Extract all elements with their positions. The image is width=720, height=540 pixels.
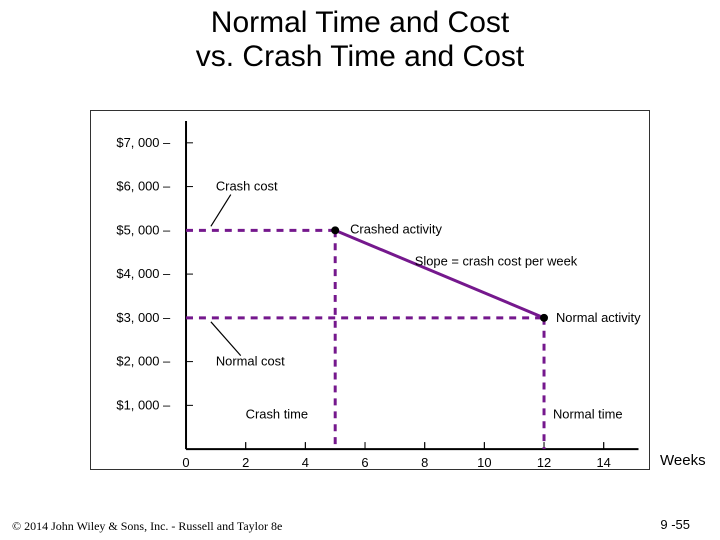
slope-line [335, 230, 544, 318]
y-tick-label: $7, 000 – [116, 135, 171, 150]
normal-time-label: Normal time [553, 406, 623, 421]
chart-frame: $1, 000 – $2, 000 – $3, 000 – $4, 000 – $5, … [90, 110, 650, 470]
page-number: 9 -55 [660, 517, 690, 532]
x-tick-label: 6 [361, 455, 368, 469]
crashed-activity-point [331, 226, 339, 234]
crash-cost-label: Crash cost [216, 179, 278, 194]
y-tick-label: $5, 000 – [116, 222, 171, 237]
x-tick-label: 8 [421, 455, 428, 469]
crash-time-label: Crash time [246, 406, 308, 421]
x-tick-label: 4 [302, 455, 309, 469]
normal-activity-label: Normal activity [556, 310, 641, 325]
normal-cost-leader [211, 322, 241, 356]
x-tick-label: 12 [537, 455, 551, 469]
y-tick-label: $3, 000 – [116, 310, 171, 325]
y-tick-label: $1, 000 – [116, 397, 171, 412]
y-tick-label: $4, 000 – [116, 266, 171, 281]
crash-cost-leader [211, 195, 231, 227]
chart-svg: $1, 000 – $2, 000 – $3, 000 – $4, 000 – $5, … [91, 111, 649, 469]
slide-title: Normal Time and Cost vs. Crash Time and … [0, 6, 720, 74]
normal-activity-point [540, 314, 548, 322]
y-tick-label: $2, 000 – [116, 354, 171, 369]
y-tick-label: $6, 000 – [116, 179, 171, 194]
copyright-text: © 2014 John Wiley & Sons, Inc. - Russell… [12, 519, 282, 534]
x-tick-label: 14 [597, 455, 611, 469]
title-line-1: Normal Time and Cost [211, 6, 509, 39]
x-tick-label: 10 [477, 455, 491, 469]
x-tick-label: 0 [182, 455, 189, 469]
x-tick-label: 2 [242, 455, 249, 469]
crashed-activity-label: Crashed activity [350, 221, 442, 236]
x-axis-label: Weeks [660, 452, 706, 469]
title-line-2: vs. Crash Time and Cost [196, 40, 524, 73]
normal-cost-label: Normal cost [216, 354, 285, 369]
slope-label: Slope = crash cost per week [415, 253, 578, 268]
